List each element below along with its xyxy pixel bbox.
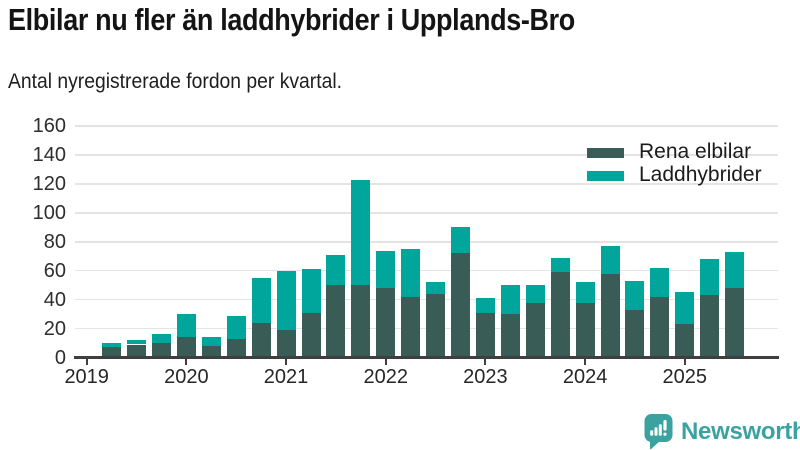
newsworthy-logo: Newsworthy xyxy=(644,413,800,450)
bar-rena-elbilar-2021-Q4 xyxy=(351,285,371,358)
x-axis-tick-2022 xyxy=(384,359,387,365)
bar-rena-elbilar-2022-Q3 xyxy=(426,293,446,358)
bar-laddhybrider-2021-Q2 xyxy=(301,269,321,313)
legend-label-laddhybrider: Laddhybrider xyxy=(639,163,762,186)
bar-laddhybrider-2023-Q4 xyxy=(550,257,570,273)
bar-rena-elbilar-2021-Q2 xyxy=(301,312,321,358)
bar-rena-elbilar-2019-Q2 xyxy=(102,347,122,358)
bar-laddhybrider-2020-Q1 xyxy=(176,314,196,338)
bar-laddhybrider-2021-Q1 xyxy=(276,270,296,330)
chart-subtitle: Antal nyregistrerade fordon per kvartal. xyxy=(8,70,342,93)
newsworthy-wordmark: Newsworthy xyxy=(681,417,800,445)
legend-label-rena-elbilar: Rena elbilar xyxy=(639,140,752,163)
bar-laddhybrider-2023-Q3 xyxy=(525,285,545,303)
bar-laddhybrider-2022-Q3 xyxy=(426,282,446,294)
gridline-160 xyxy=(75,125,778,127)
bar-laddhybrider-2019-Q2 xyxy=(102,343,122,348)
bar-laddhybrider-2022-Q1 xyxy=(376,250,396,289)
x-axis-label-2020: 2020 xyxy=(164,366,209,388)
bar-laddhybrider-2025-Q1 xyxy=(675,292,695,325)
bar-rena-elbilar-2025-Q2 xyxy=(700,295,720,358)
bar-rena-elbilar-2020-Q1 xyxy=(176,337,196,358)
gridline-80 xyxy=(75,241,778,243)
bar-rena-elbilar-2019-Q4 xyxy=(152,343,171,358)
y-axis-label-0: 0 xyxy=(54,346,66,369)
x-axis-tick-2021 xyxy=(285,359,288,365)
bar-rena-elbilar-2022-Q1 xyxy=(376,288,396,358)
bar-rena-elbilar-2025-Q3 xyxy=(725,288,745,358)
bar-laddhybrider-2021-Q3 xyxy=(326,254,346,286)
bar-rena-elbilar-2023-Q3 xyxy=(525,302,545,358)
gridline-120 xyxy=(75,183,778,185)
bar-laddhybrider-2023-Q2 xyxy=(500,285,520,315)
x-axis-tick-2025 xyxy=(683,359,686,365)
bar-laddhybrider-2023-Q1 xyxy=(475,298,495,313)
x-axis-tick-2020 xyxy=(185,359,188,365)
x-axis-line xyxy=(74,356,779,359)
bar-rena-elbilar-2022-Q4 xyxy=(451,253,470,358)
bar-laddhybrider-2024-Q2 xyxy=(600,246,620,274)
chart-title: Elbilar nu fler än laddhybrider i Upplan… xyxy=(8,2,575,37)
gridline-140 xyxy=(75,154,778,156)
bar-rena-elbilar-2020-Q4 xyxy=(251,322,271,358)
bar-laddhybrider-2024-Q4 xyxy=(650,267,670,297)
y-axis-label-60: 60 xyxy=(43,259,66,282)
bar-rena-elbilar-2020-Q2 xyxy=(201,345,221,358)
y-axis-label-120: 120 xyxy=(32,172,66,195)
bar-rena-elbilar-2024-Q2 xyxy=(600,273,620,358)
bar-rena-elbilar-2025-Q1 xyxy=(675,324,695,358)
x-axis-tick-2023 xyxy=(484,359,487,365)
y-axis-label-100: 100 xyxy=(32,201,66,224)
bar-laddhybrider-2024-Q3 xyxy=(625,280,645,310)
bar-laddhybrider-2024-Q1 xyxy=(575,282,595,303)
bar-laddhybrider-2025-Q3 xyxy=(725,251,745,289)
x-axis-tick-2024 xyxy=(584,359,587,365)
bar-rena-elbilar-2022-Q2 xyxy=(401,296,421,358)
legend-swatch-rena-elbilar xyxy=(587,148,624,158)
y-axis-label-20: 20 xyxy=(43,317,66,340)
bar-rena-elbilar-2023-Q1 xyxy=(475,312,495,358)
y-axis-label-140: 140 xyxy=(32,143,66,166)
bar-laddhybrider-2020-Q4 xyxy=(251,277,271,323)
bar-laddhybrider-2020-Q2 xyxy=(201,337,221,346)
x-axis-label-2022: 2022 xyxy=(363,366,408,388)
bar-rena-elbilar-2020-Q3 xyxy=(226,338,246,358)
x-axis-label-2019: 2019 xyxy=(64,366,109,388)
bar-rena-elbilar-2023-Q2 xyxy=(500,314,520,358)
gridline-100 xyxy=(75,212,778,214)
bar-rena-elbilar-2024-Q1 xyxy=(575,302,595,358)
bar-rena-elbilar-2021-Q3 xyxy=(326,285,346,358)
x-axis-label-2023: 2023 xyxy=(463,366,508,388)
y-axis-label-40: 40 xyxy=(43,288,66,311)
bar-laddhybrider-2020-Q3 xyxy=(226,315,246,339)
x-axis-label-2025: 2025 xyxy=(662,366,708,388)
bar-rena-elbilar-2021-Q1 xyxy=(276,330,296,358)
y-axis-label-80: 80 xyxy=(43,230,66,253)
newsworthy-icon xyxy=(644,414,673,450)
bar-laddhybrider-2021-Q4 xyxy=(351,179,371,286)
bar-laddhybrider-2022-Q2 xyxy=(401,249,421,297)
bar-laddhybrider-2025-Q2 xyxy=(700,259,720,296)
x-axis-label-2021: 2021 xyxy=(263,366,309,388)
x-axis-tick-2019 xyxy=(85,359,88,365)
bar-laddhybrider-2019-Q4 xyxy=(152,334,171,344)
bar-rena-elbilar-2024-Q3 xyxy=(625,309,645,358)
bar-rena-elbilar-2024-Q4 xyxy=(650,296,670,358)
legend-swatch-laddhybrider xyxy=(587,171,624,181)
bar-laddhybrider-2019-Q3 xyxy=(127,340,146,345)
bar-laddhybrider-2022-Q4 xyxy=(451,227,470,254)
gridline-60 xyxy=(75,269,778,272)
bar-rena-elbilar-2019-Q3 xyxy=(127,344,146,358)
x-axis-label-2024: 2024 xyxy=(562,366,608,388)
bar-rena-elbilar-2023-Q4 xyxy=(550,272,570,358)
y-axis-label-160: 160 xyxy=(32,115,66,138)
